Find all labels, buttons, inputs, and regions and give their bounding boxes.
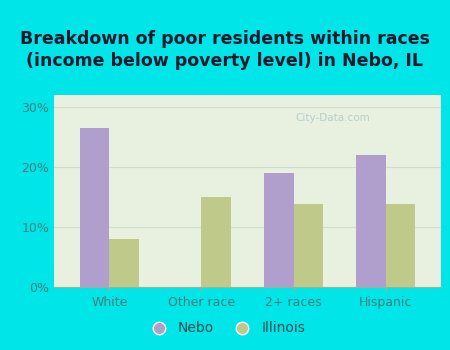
Bar xyxy=(293,204,323,287)
Bar xyxy=(386,204,415,287)
Bar xyxy=(80,128,109,287)
Text: City-Data.com: City-Data.com xyxy=(295,113,370,122)
Bar xyxy=(356,155,386,287)
Text: Breakdown of poor residents within races
(income below poverty level) in Nebo, I: Breakdown of poor residents within races… xyxy=(20,30,430,70)
Bar xyxy=(264,173,293,287)
Legend: Nebo, Illinois: Nebo, Illinois xyxy=(140,317,310,340)
Bar xyxy=(109,239,139,287)
Bar xyxy=(202,197,231,287)
